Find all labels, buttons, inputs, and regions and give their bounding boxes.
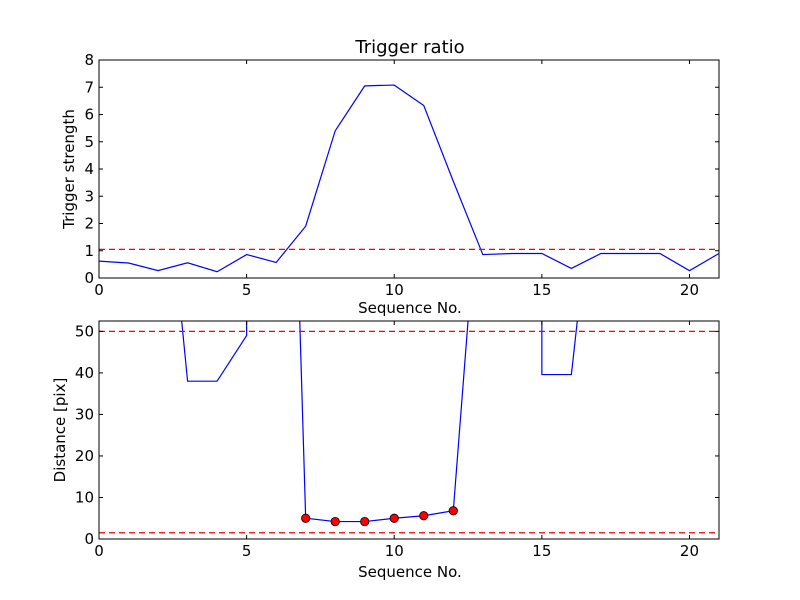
x-tick-label: 10 (385, 281, 404, 299)
x-tick-label: 5 (242, 542, 252, 560)
x-tick-label: 20 (680, 281, 699, 299)
y-tick-label: 10 (75, 488, 94, 506)
x-tick-label: 0 (94, 542, 104, 560)
y-tick-label: 30 (75, 405, 94, 423)
y-tick-label: 50 (75, 322, 94, 340)
top-y-axis-label: Trigger strength (60, 109, 78, 230)
y-tick-label: 5 (84, 133, 94, 151)
y-tick-label: 4 (84, 160, 94, 178)
series-line (181, 321, 578, 523)
top-x-axis-label: Sequence No. (358, 299, 462, 317)
y-tick-label: 7 (84, 78, 94, 96)
data-point-marker (301, 513, 311, 523)
y-tick-label: 8 (84, 51, 94, 69)
y-tick-label: 0 (84, 269, 94, 287)
data-point-marker (330, 516, 340, 527)
chart-title: Trigger ratio (354, 37, 464, 58)
y-tick-label: 6 (84, 106, 94, 124)
data-point-marker (360, 516, 370, 527)
bottom-x-axis-label: Sequence No. (358, 563, 462, 581)
y-tick-label: 2 (84, 215, 94, 233)
y-tick-label: 40 (75, 364, 94, 382)
bottom-plot-panel: 0 5 10 15 20 0 10 20 30 40 50 (75, 320, 720, 560)
y-tick-label: 0 (84, 530, 94, 548)
x-tick-label: 0 (94, 281, 104, 299)
x-tick-label: 20 (680, 542, 699, 560)
x-tick-label: 15 (532, 281, 551, 299)
y-tick-label: 20 (75, 447, 94, 465)
data-point-marker (419, 511, 429, 521)
x-tick-label: 5 (242, 281, 252, 299)
top-plot-panel: 0 5 10 15 20 0 1 2 3 4 5 6 7 8 (84, 51, 720, 299)
bottom-y-axis-label: Distance [pix] (51, 378, 69, 483)
data-point-marker (389, 513, 399, 523)
series-line (99, 84, 719, 273)
axes-frame (98, 320, 720, 540)
data-point-marker (448, 506, 458, 516)
x-tick-label: 15 (532, 542, 551, 560)
y-tick-label: 1 (84, 242, 94, 260)
x-tick-label: 10 (385, 542, 404, 560)
y-tick-label: 3 (84, 187, 94, 205)
